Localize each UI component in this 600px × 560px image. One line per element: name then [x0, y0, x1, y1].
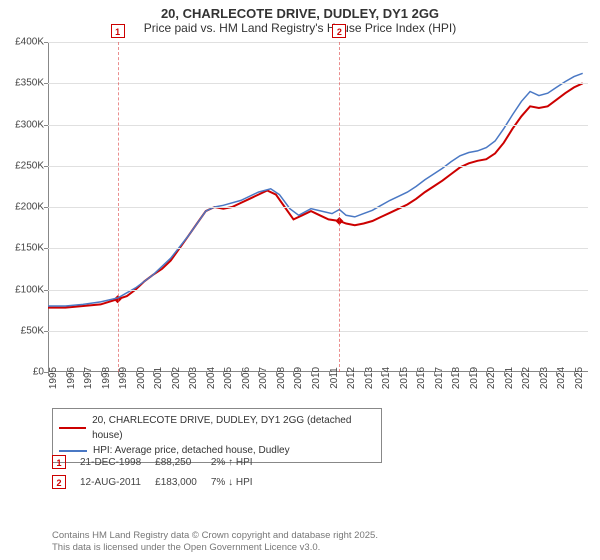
sale-vline	[339, 42, 340, 372]
credits-line2: This data is licensed under the Open Gov…	[52, 542, 320, 553]
x-tick-label: 2024	[556, 367, 567, 389]
y-gridline	[48, 331, 588, 332]
y-tick-mark	[44, 331, 48, 332]
y-tick-label: £250K	[0, 160, 44, 171]
x-tick-label: 2010	[311, 367, 322, 389]
sales-table: 1 21-DEC-1998£88,2502% ↑ HPI 2 12-AUG-2011£…	[52, 452, 588, 492]
sale-marker-label: 1	[111, 24, 125, 38]
sale-date: 12-AUG-2011	[80, 472, 155, 492]
y-tick-label: £100K	[0, 284, 44, 295]
sale-date: 21-DEC-1998	[80, 452, 155, 472]
x-tick-label: 1998	[101, 367, 112, 389]
x-tick-label: 2007	[258, 367, 269, 389]
y-tick-mark	[44, 83, 48, 84]
sale-marker-icon: 1	[52, 455, 66, 469]
x-tick-label: 1997	[83, 367, 94, 389]
x-tick-label: 2011	[329, 367, 340, 389]
legend-swatch	[59, 427, 86, 429]
x-tick-label: 2006	[241, 367, 252, 389]
y-tick-label: £350K	[0, 78, 44, 89]
legend-label: 20, CHARLECOTE DRIVE, DUDLEY, DY1 2GG (d…	[92, 413, 375, 443]
title-line1: 20, CHARLECOTE DRIVE, DUDLEY, DY1 2GG	[0, 6, 600, 21]
x-tick-label: 1996	[66, 367, 77, 389]
credits-line1: Contains HM Land Registry data © Crown c…	[52, 530, 378, 541]
chart-area: £0£50K£100K£150K£200K£250K£300K£350K£400…	[0, 42, 600, 402]
legend-item: 20, CHARLECOTE DRIVE, DUDLEY, DY1 2GG (d…	[59, 413, 375, 443]
credits: Contains HM Land Registry data © Crown c…	[52, 530, 588, 554]
y-tick-label: £200K	[0, 202, 44, 213]
y-gridline	[48, 207, 588, 208]
y-gridline	[48, 125, 588, 126]
x-tick-label: 2001	[153, 367, 164, 389]
x-tick-label: 2002	[171, 367, 182, 389]
sale-price: £183,000	[155, 472, 211, 492]
y-tick-label: £0	[0, 367, 44, 378]
sale-marker-icon: 2	[52, 475, 66, 489]
y-tick-label: £50K	[0, 325, 44, 336]
x-tick-label: 2003	[188, 367, 199, 389]
series-price_paid	[48, 83, 583, 307]
sale-delta: 2% ↑ HPI	[211, 452, 267, 472]
x-tick-label: 2013	[364, 367, 375, 389]
chart-title: 20, CHARLECOTE DRIVE, DUDLEY, DY1 2GG Pr…	[0, 0, 600, 37]
sale-marker-label: 2	[332, 24, 346, 38]
x-tick-label: 2005	[223, 367, 234, 389]
series-hpi	[48, 73, 583, 306]
y-gridline	[48, 42, 588, 43]
x-tick-label: 2020	[486, 367, 497, 389]
y-tick-label: £150K	[0, 243, 44, 254]
table-row: 1 21-DEC-1998£88,2502% ↑ HPI	[52, 452, 267, 472]
y-tick-mark	[44, 248, 48, 249]
y-tick-label: £400K	[0, 37, 44, 48]
y-tick-mark	[44, 42, 48, 43]
x-tick-label: 2021	[504, 367, 515, 389]
y-tick-mark	[44, 166, 48, 167]
x-tick-label: 2009	[293, 367, 304, 389]
table-row: 2 12-AUG-2011£183,0007% ↓ HPI	[52, 472, 267, 492]
x-tick-label: 2016	[416, 367, 427, 389]
sale-delta: 7% ↓ HPI	[211, 472, 267, 492]
y-gridline	[48, 166, 588, 167]
y-tick-mark	[44, 125, 48, 126]
x-tick-label: 2017	[434, 367, 445, 389]
x-tick-label: 2018	[451, 367, 462, 389]
x-tick-label: 2015	[399, 367, 410, 389]
x-tick-label: 2012	[346, 367, 357, 389]
x-tick-label: 2008	[276, 367, 287, 389]
sale-vline	[118, 42, 119, 372]
x-tick-label: 2004	[206, 367, 217, 389]
sale-price: £88,250	[155, 452, 211, 472]
y-tick-mark	[44, 290, 48, 291]
sales-table-body: 1 21-DEC-1998£88,2502% ↑ HPI 2 12-AUG-2011£…	[52, 452, 267, 492]
x-tick-label: 2014	[381, 367, 392, 389]
title-line2: Price paid vs. HM Land Registry's House …	[0, 21, 600, 35]
y-gridline	[48, 290, 588, 291]
x-tick-label: 1999	[118, 367, 129, 389]
y-gridline	[48, 83, 588, 84]
y-gridline	[48, 248, 588, 249]
x-tick-label: 2025	[574, 367, 585, 389]
x-tick-label: 2000	[136, 367, 147, 389]
x-tick-label: 2023	[539, 367, 550, 389]
y-tick-label: £300K	[0, 119, 44, 130]
x-tick-label: 2022	[521, 367, 532, 389]
x-tick-label: 2019	[469, 367, 480, 389]
x-tick-label: 1995	[48, 367, 59, 389]
y-tick-mark	[44, 207, 48, 208]
